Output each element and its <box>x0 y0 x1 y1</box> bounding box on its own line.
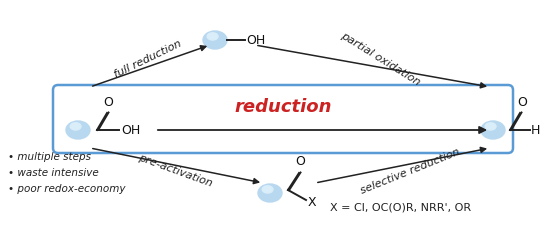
Ellipse shape <box>481 121 505 139</box>
Text: full reduction: full reduction <box>113 38 183 80</box>
Ellipse shape <box>203 31 227 49</box>
Text: pre-activation: pre-activation <box>137 153 213 189</box>
Ellipse shape <box>485 123 496 130</box>
Ellipse shape <box>258 184 282 202</box>
FancyBboxPatch shape <box>53 85 513 153</box>
Ellipse shape <box>262 186 273 193</box>
Text: O: O <box>517 96 527 109</box>
Text: • waste intensive: • waste intensive <box>8 168 99 178</box>
Text: selective reduction: selective reduction <box>359 146 461 196</box>
Text: • poor redox-economy: • poor redox-economy <box>8 184 125 194</box>
Text: O: O <box>295 155 305 168</box>
Ellipse shape <box>66 121 90 139</box>
Text: • multiple steps: • multiple steps <box>8 152 91 162</box>
Ellipse shape <box>70 123 81 130</box>
Text: X = Cl, OC(O)R, NRR', OR: X = Cl, OC(O)R, NRR', OR <box>330 202 471 212</box>
Text: OH: OH <box>246 34 265 47</box>
Text: partial oxidation: partial oxidation <box>339 31 421 87</box>
Text: reduction: reduction <box>234 98 332 116</box>
Text: OH: OH <box>121 124 140 137</box>
Text: X: X <box>308 196 316 208</box>
Text: H: H <box>531 124 540 137</box>
Ellipse shape <box>207 33 218 40</box>
Text: O: O <box>103 96 113 109</box>
